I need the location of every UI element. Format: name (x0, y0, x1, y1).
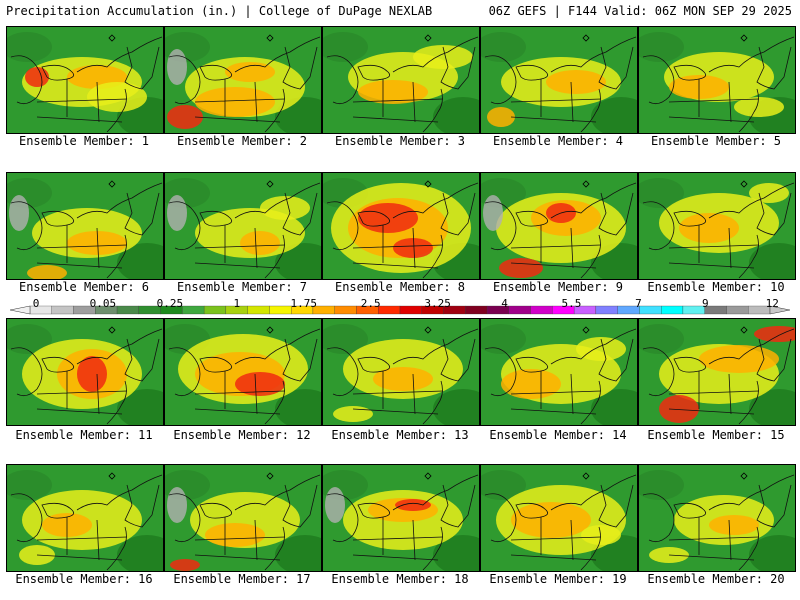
colorbar-swatch (508, 305, 531, 315)
precip-map (323, 319, 479, 425)
member-caption: Ensemble Member: 7 (176, 280, 308, 294)
colorbar-tick-label: 0 (32, 297, 40, 310)
member-caption: Ensemble Member: 18 (331, 572, 469, 586)
ensemble-member-map (480, 318, 638, 426)
precip-map (7, 27, 163, 133)
member-caption: Ensemble Member: 2 (176, 134, 308, 148)
colorbar-swatch (269, 305, 292, 315)
colorbar-tick-label: 7 (635, 297, 642, 310)
colorbar-tick-label: 3.25 (424, 297, 451, 310)
colorbar-swatch (247, 305, 270, 315)
precip-map (639, 27, 795, 133)
precip-map (481, 465, 637, 571)
ensemble-member-map (6, 26, 164, 134)
ensemble-member-map (6, 172, 164, 280)
colorbar-tick-label: 0.05 (89, 297, 117, 310)
colorbar-tick-label: 5.5 (561, 297, 582, 310)
colorbar-swatch (639, 305, 662, 315)
colorbar-left-arrow (9, 305, 31, 315)
colorbar-swatch (378, 305, 401, 315)
ensemble-member-map (638, 172, 796, 280)
colorbar-tick-label: 1.75 (290, 297, 317, 310)
precip-map (481, 173, 637, 279)
colorbar-swatch (595, 305, 618, 315)
ensemble-member-map (480, 464, 638, 572)
member-caption: Ensemble Member: 14 (489, 428, 627, 442)
colorbar-swatch (182, 305, 205, 315)
colorbar-swatch (334, 305, 357, 315)
ensemble-member-map (322, 318, 480, 426)
colorbar-tick-label: 0.25 (156, 297, 184, 310)
member-caption: Ensemble Member: 19 (489, 572, 627, 586)
ensemble-member-map (164, 464, 322, 572)
ensemble-member-map (480, 26, 638, 134)
colorbar-swatch (203, 305, 227, 315)
precip-map (639, 173, 795, 279)
precip-map (165, 27, 321, 133)
precip-map (323, 465, 479, 571)
model-run-info: 06Z GEFS | F144 Valid: 06Z MON SEP 29 20… (488, 4, 792, 18)
ensemble-member-map (164, 318, 322, 426)
ensemble-member-map (638, 318, 796, 426)
precip-map (165, 465, 321, 571)
member-caption: Ensemble Member: 10 (647, 280, 785, 294)
member-caption: Ensemble Member: 9 (492, 280, 624, 294)
precip-map (7, 319, 163, 425)
precip-map (323, 173, 479, 279)
ensemble-member-map (322, 464, 480, 572)
member-caption: Ensemble Member: 12 (173, 428, 311, 442)
member-caption: Ensemble Member: 3 (334, 134, 466, 148)
member-caption: Ensemble Member: 15 (647, 428, 785, 442)
precip-colorbar (9, 305, 791, 315)
ensemble-member-map (6, 318, 164, 426)
member-caption: Ensemble Member: 17 (173, 572, 311, 586)
precip-map (481, 319, 637, 425)
colorbar-swatch (399, 305, 422, 315)
colorbar-tick-label: 2.5 (360, 297, 381, 310)
colorbar-swatch (116, 305, 139, 315)
colorbar-tick-label: 9 (702, 297, 709, 310)
colorbar-right-arrow (769, 305, 791, 315)
member-caption: Ensemble Member: 1 (18, 134, 150, 148)
precip-map (481, 27, 637, 133)
ensemble-member-map (638, 464, 796, 572)
member-caption: Ensemble Member: 4 (492, 134, 624, 148)
member-caption: Ensemble Member: 5 (650, 134, 782, 148)
precip-map (165, 319, 321, 425)
ensemble-member-map (322, 26, 480, 134)
member-caption: Ensemble Member: 11 (15, 428, 153, 442)
member-caption: Ensemble Member: 8 (334, 280, 466, 294)
ensemble-member-map (164, 172, 322, 280)
map-title: Precipitation Accumulation (in.) | Colle… (6, 4, 433, 18)
ensemble-member-map (164, 26, 322, 134)
precip-map (165, 173, 321, 279)
colorbar-swatch (661, 305, 684, 315)
member-caption: Ensemble Member: 20 (647, 572, 785, 586)
precip-map (323, 27, 479, 133)
precip-map (639, 465, 795, 571)
colorbar-tick-label: 12 (765, 297, 779, 310)
ensemble-member-map (6, 464, 164, 572)
precip-map (639, 319, 795, 425)
member-caption: Ensemble Member: 13 (331, 428, 469, 442)
colorbar-tick-label: 4 (501, 297, 508, 310)
ensemble-member-map (638, 26, 796, 134)
colorbar-swatch (726, 305, 749, 315)
member-caption: Ensemble Member: 16 (15, 572, 153, 586)
precip-map (7, 465, 163, 571)
colorbar-swatch (465, 305, 488, 315)
ensemble-member-map (480, 172, 638, 280)
precip-map (7, 173, 163, 279)
member-caption: Ensemble Member: 6 (18, 280, 150, 294)
colorbar-tick-label: 1 (233, 297, 241, 310)
ensemble-member-map (322, 172, 480, 280)
colorbar-swatch (530, 305, 553, 315)
colorbar-swatch (51, 305, 74, 315)
